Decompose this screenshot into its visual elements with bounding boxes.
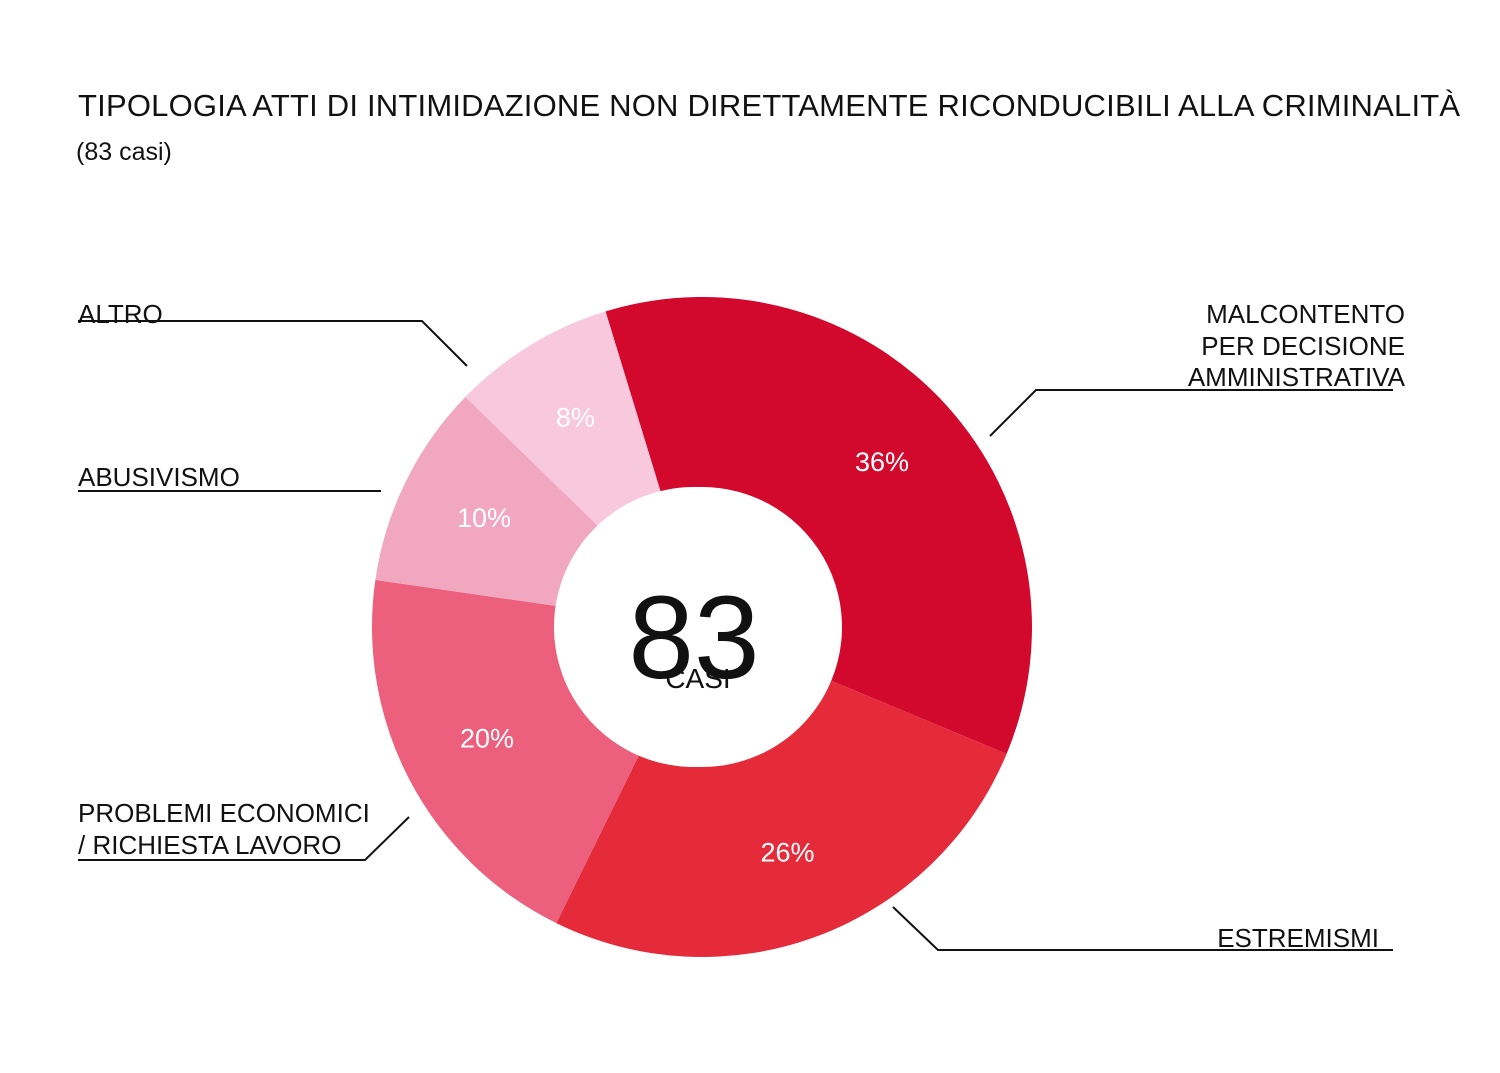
category-label: PROBLEMI ECONOMICI bbox=[78, 798, 370, 828]
slice-problemi-economici-richiesta-lavoro bbox=[372, 579, 641, 924]
slice-abusivismo bbox=[375, 396, 602, 608]
chart-title: TIPOLOGIA ATTI DI INTIMIDAZIONE NON DIRE… bbox=[78, 88, 1461, 123]
slice-percent-label: 8% bbox=[556, 403, 595, 433]
category-label: ESTREMISMI bbox=[1217, 923, 1379, 953]
slice-percent-label: 20% bbox=[460, 723, 514, 753]
category-label: ALTRO bbox=[78, 299, 163, 329]
slice-malcontento-per-decisione-amministrativa bbox=[605, 297, 1032, 754]
leader-line bbox=[989, 389, 1393, 437]
slice-percent-label: 26% bbox=[760, 838, 814, 868]
category-label: MALCONTENTO bbox=[1206, 299, 1405, 329]
percent-labels: 36% 26% 20% 10% 8% bbox=[457, 403, 909, 868]
leader-line bbox=[892, 906, 1393, 951]
category-label: PER DECISIONE bbox=[1201, 331, 1405, 361]
slice-percent-label: 10% bbox=[457, 503, 511, 533]
center-unit: CASI bbox=[665, 663, 730, 694]
category-label: / RICHIESTA LAVORO bbox=[78, 830, 341, 860]
leader-line bbox=[78, 816, 410, 861]
slice-altro bbox=[465, 311, 662, 530]
category-label: ABUSIVISMO bbox=[78, 462, 240, 492]
donut-slices bbox=[372, 297, 1032, 958]
leader-lines bbox=[78, 320, 1393, 951]
donut-hole bbox=[554, 487, 834, 767]
chart-subtitle: (83 casi) bbox=[76, 138, 172, 166]
center-total: 83 bbox=[628, 572, 759, 704]
category-label: AMMINISTRATIVA bbox=[1188, 362, 1406, 392]
leader-line bbox=[78, 320, 468, 367]
slice-estremismi bbox=[556, 680, 1007, 958]
slice-percent-label: 36% bbox=[855, 447, 909, 477]
